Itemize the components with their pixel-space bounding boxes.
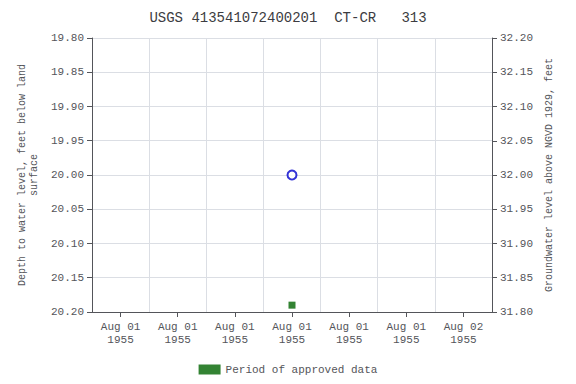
- svg-text:20.05: 20.05: [51, 203, 84, 215]
- svg-text:19.85: 19.85: [51, 66, 84, 78]
- svg-text:31.90: 31.90: [500, 238, 533, 250]
- svg-text:Aug 01: Aug 01: [272, 321, 312, 333]
- svg-text:Aug 01: Aug 01: [101, 321, 141, 333]
- svg-text:Aug 02: Aug 02: [444, 321, 484, 333]
- svg-text:surface: surface: [29, 154, 40, 196]
- svg-text:32.20: 32.20: [500, 32, 533, 44]
- svg-text:1955: 1955: [107, 334, 133, 346]
- svg-text:31.85: 31.85: [500, 272, 533, 284]
- svg-text:1955: 1955: [279, 334, 305, 346]
- svg-text:USGS 413541072400201 CT-CR: USGS 413541072400201 CT-CR 313: [149, 10, 426, 26]
- svg-text:32.15: 32.15: [500, 66, 533, 78]
- svg-text:31.95: 31.95: [500, 203, 533, 215]
- svg-text:1955: 1955: [222, 334, 248, 346]
- svg-text:Depth to water level, feet bel: Depth to water level, feet below land: [17, 64, 28, 286]
- svg-text:Period of approved data: Period of approved data: [226, 364, 378, 376]
- svg-text:Aug 01: Aug 01: [386, 321, 426, 333]
- svg-text:32.10: 32.10: [500, 101, 533, 113]
- svg-text:19.95: 19.95: [51, 135, 84, 147]
- svg-text:32.00: 32.00: [500, 169, 533, 181]
- svg-text:Aug 01: Aug 01: [329, 321, 369, 333]
- svg-text:20.10: 20.10: [51, 238, 84, 250]
- svg-text:Aug 01: Aug 01: [215, 321, 255, 333]
- svg-text:20.00: 20.00: [51, 169, 84, 181]
- svg-text:20.15: 20.15: [51, 272, 84, 284]
- svg-text:Groundwater level above NGVD 1: Groundwater level above NGVD 1929, feet: [544, 58, 555, 292]
- svg-text:20.20: 20.20: [51, 306, 84, 318]
- svg-text:1955: 1955: [450, 334, 476, 346]
- svg-text:1955: 1955: [165, 334, 191, 346]
- svg-text:19.90: 19.90: [51, 101, 84, 113]
- svg-text:31.80: 31.80: [500, 306, 533, 318]
- svg-text:1955: 1955: [393, 334, 419, 346]
- svg-text:Aug 01: Aug 01: [158, 321, 198, 333]
- svg-text:1955: 1955: [336, 334, 362, 346]
- svg-text:32.05: 32.05: [500, 135, 533, 147]
- svg-text:19.80: 19.80: [51, 32, 84, 44]
